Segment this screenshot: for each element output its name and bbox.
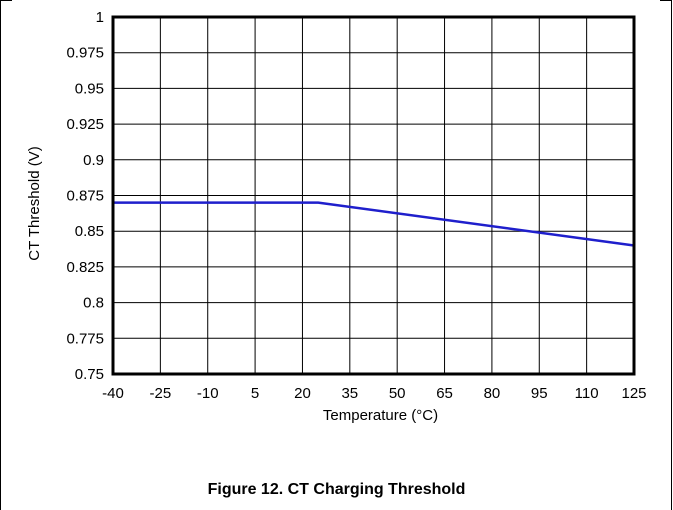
x-tick-label: 125 xyxy=(621,385,646,402)
y-tick-label: 1 xyxy=(96,9,104,26)
x-tick-label: 95 xyxy=(531,385,548,402)
frame-right-border xyxy=(671,0,672,510)
y-tick-label: 0.9 xyxy=(83,152,104,169)
x-tick-label: 65 xyxy=(436,385,453,402)
plot-area-frame xyxy=(111,15,636,376)
y-tick-label: 0.8 xyxy=(83,295,104,312)
y-tick-label: 0.85 xyxy=(75,223,104,240)
x-tick-label: 50 xyxy=(389,385,406,402)
x-tick-label: -10 xyxy=(197,385,219,402)
y-tick-label: 0.875 xyxy=(66,188,104,205)
series-layer xyxy=(113,201,635,247)
y-tick-label: 0.95 xyxy=(75,80,104,97)
x-axis-title: Temperature (°C) xyxy=(323,407,438,424)
chart: 0.75 0.775 0.8 0.825 0.85 0.875 0.9 0.925 0.95 0.… xyxy=(26,9,647,424)
y-tick-label: 0.775 xyxy=(66,330,104,347)
x-tick-label: -25 xyxy=(150,385,172,402)
x-tick-labels: -40 -25 -10 5 20 35 50 65 80 95 110 125 xyxy=(102,385,646,402)
y-tick-label: 0.975 xyxy=(66,45,104,62)
series-line-0 xyxy=(113,201,635,247)
frame-top-right-border xyxy=(660,0,672,1)
x-tick-label: 20 xyxy=(294,385,311,402)
x-tick-label: 110 xyxy=(575,385,599,402)
frame-left-border xyxy=(0,0,1,510)
frame-top-left-border xyxy=(0,0,12,1)
y-axis-title: CT Threshold (V) xyxy=(26,146,43,261)
x-tick-label: 35 xyxy=(341,385,358,402)
x-tick-label: 5 xyxy=(251,385,259,402)
y-tick-label: 0.925 xyxy=(66,116,104,133)
y-tick-label: 0.75 xyxy=(75,366,104,383)
x-tick-label: 80 xyxy=(484,385,501,402)
grid xyxy=(113,17,634,374)
x-tick-label: -40 xyxy=(102,385,124,402)
y-tick-label: 0.825 xyxy=(66,259,104,276)
figure-caption: Figure 12. CT Charging Threshold xyxy=(207,481,466,498)
y-tick-labels: 0.75 0.775 0.8 0.825 0.85 0.875 0.9 0.925 0.95 0.… xyxy=(66,9,104,383)
